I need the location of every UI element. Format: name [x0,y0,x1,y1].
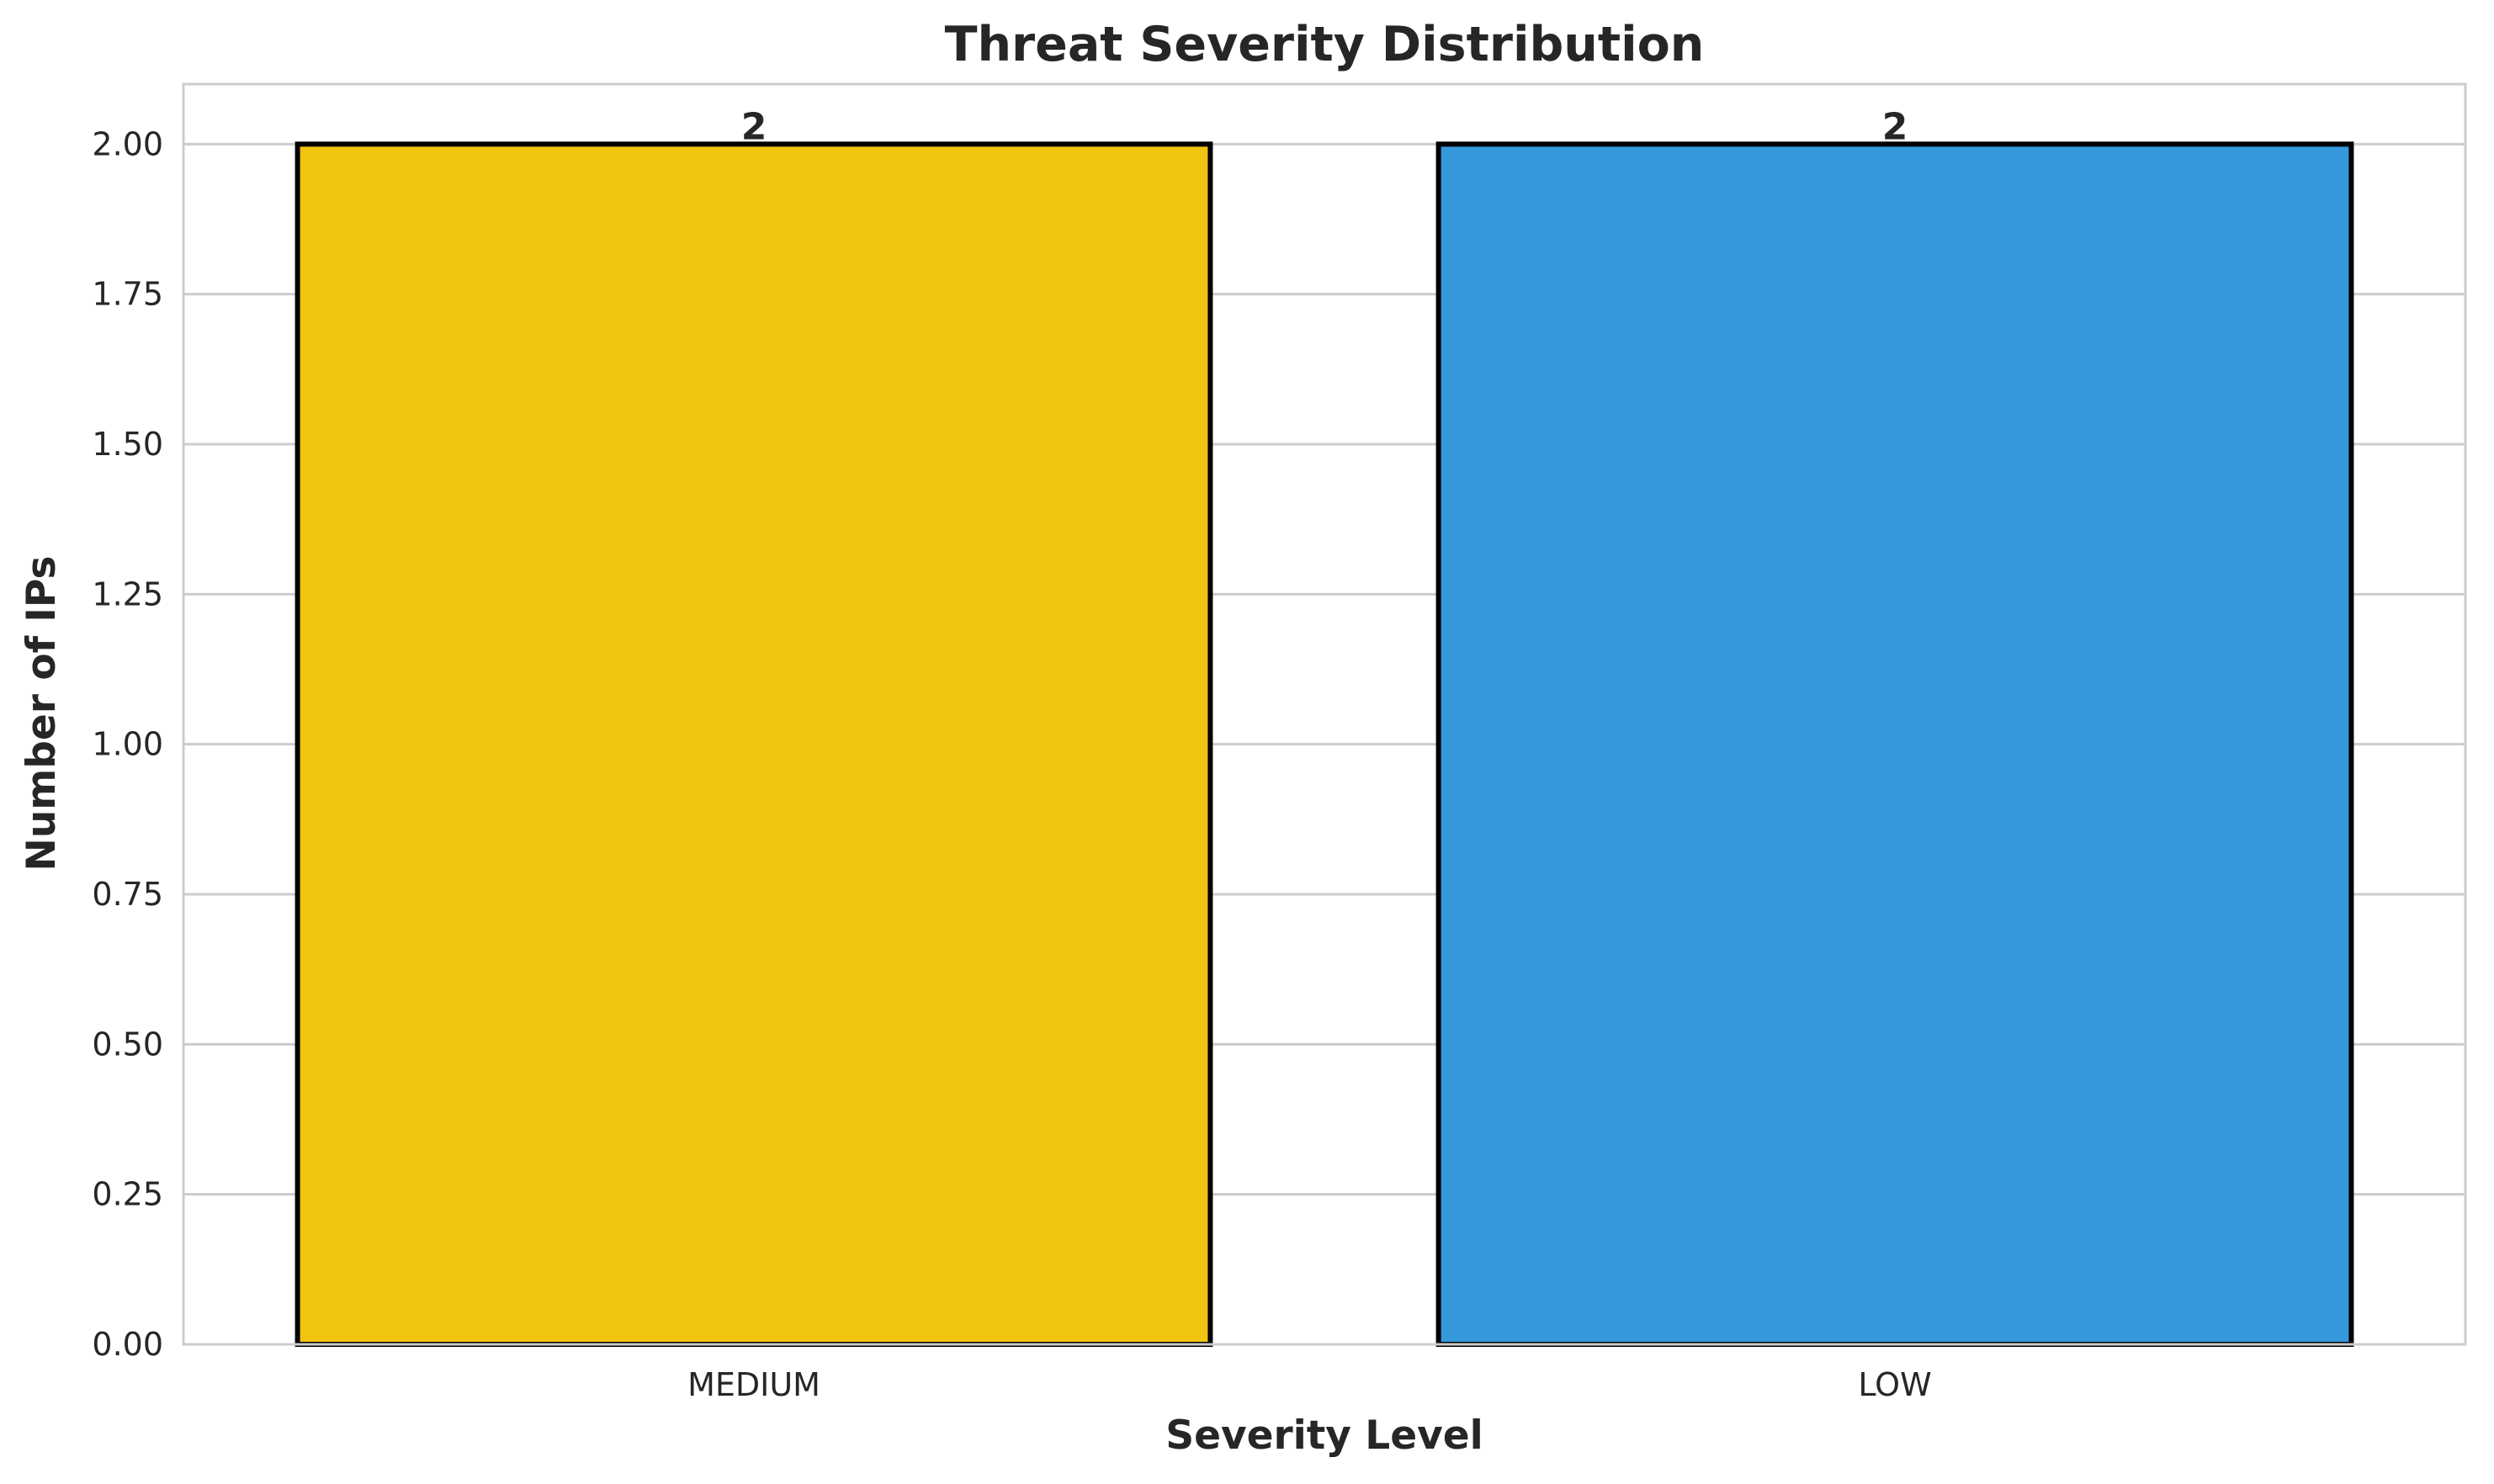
x-tick-labels: MEDIUM LOW [687,1366,1932,1403]
y-tick-label: 1.50 [92,426,163,463]
y-axis-label: Number of IPs [19,555,65,871]
bar-low [1435,141,2354,1347]
y-tick-label: 2.00 [92,125,163,162]
y-tick-label: 1.00 [92,726,163,763]
y-tick-label: 0.50 [92,1026,163,1063]
y-tick-label: 0.75 [92,876,163,913]
y-tick-label: 0.25 [92,1176,163,1213]
bars [295,141,2354,1347]
y-tick-label: 1.25 [92,575,163,612]
x-tick-label: MEDIUM [687,1366,820,1403]
bar-value-label: 2 [741,105,767,148]
chart-title: Threat Severity Distribution [945,17,1705,72]
y-tick-label: 1.75 [92,276,163,313]
x-tick-label: LOW [1858,1366,1931,1403]
x-axis-label: Severity Level [1165,1412,1483,1459]
y-tick-label: 0.00 [92,1326,163,1363]
plot-frame [182,82,2467,1346]
bar-medium [295,141,1213,1347]
y-tick-labels: 0.00 0.25 0.50 0.75 1.00 1.25 1.50 1.75 2.00 [92,125,163,1363]
bar-value-label: 2 [1882,105,1908,148]
